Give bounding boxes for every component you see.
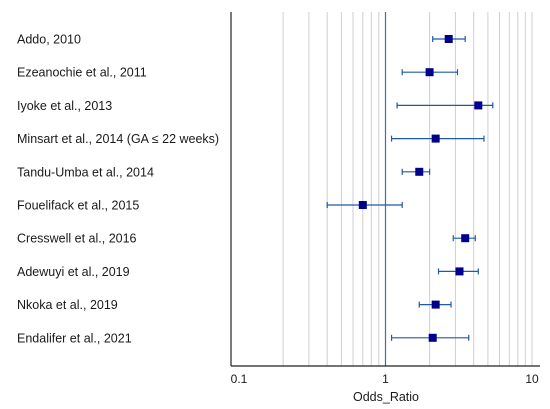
grid-lines [282,12,533,366]
point-estimate-marker [474,101,483,110]
study-label: Nkoka et al., 2019 [17,298,118,312]
point-estimate-marker [455,267,464,276]
point-estimate-marker [461,234,470,243]
study-label: Addo, 2010 [17,33,81,47]
point-estimate-marker [358,201,367,209]
study-label: Ezeanochie et al., 2011 [17,66,147,80]
point-estimate-marker [425,68,434,77]
x-tick-label: 0.1 [231,372,248,386]
point-estimate-marker [444,35,453,43]
study-label: Minsart et al., 2014 (GA ≤ 22 weeks) [17,132,219,146]
point-estimate-marker [431,134,440,143]
study-label: Fouelifack et al., 2015 [17,199,139,213]
point-estimate-marker [415,167,424,176]
x-tick-label: 1 [382,372,389,386]
x-tick-label: 10 [525,372,539,386]
point-estimate-marker [431,300,440,309]
x-axis-title: Odds_Ratio [353,390,419,404]
study-label: Iyoke et al., 2013 [17,99,112,113]
study-label: Cresswell et al., 2016 [17,232,137,246]
point-estimate-marker [428,333,437,342]
study-label: Tandu-Umba et al., 2014 [17,165,154,179]
study-label: Adewuyi et al., 2019 [17,265,130,279]
study-labels: Addo, 2010 Ezeanochie et al., 2011 Iyoke e… [17,33,219,346]
study-label: Endalifer et al., 2021 [17,331,132,345]
plot-axes [230,12,540,367]
x-tick-labels: 0.1 1 10 [231,372,539,386]
study-marks [326,35,494,342]
